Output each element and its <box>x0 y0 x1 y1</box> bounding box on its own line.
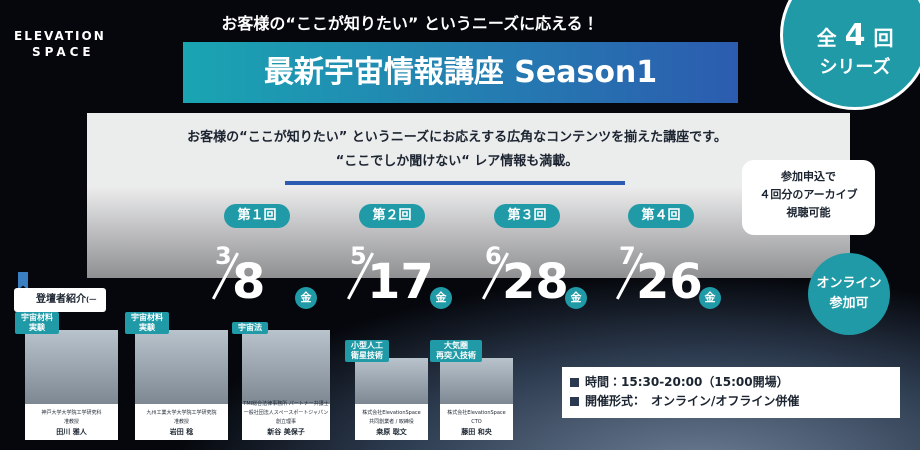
session-month: 7 <box>619 242 636 270</box>
session-weekday: 金 <box>430 287 452 309</box>
logo-line: ELEVATION <box>14 29 106 43</box>
speaker-name: 岩田 稔 <box>169 428 194 436</box>
info-bullet <box>570 378 579 387</box>
speaker-affiliation: CTO <box>471 419 482 425</box>
session-label: 第３回 <box>494 204 560 228</box>
speaker-caption: 株式会社ElevationSpace CTO 藤田 和央 <box>440 409 513 438</box>
speaker-photo <box>355 358 428 404</box>
speaker-card: TMI総合法律事務所 パートナー弁護士一般社団法人スペースポートジャパン 創立理… <box>242 330 330 440</box>
session-month: 5 <box>350 242 367 270</box>
speaker-affiliation: TMI総合法律事務所 パートナー弁護士 <box>243 401 329 407</box>
tagline: お客様の“ここが知りたい” というニーズに応える！ <box>221 14 599 33</box>
speaker-affiliation: 株式会社ElevationSpace <box>362 410 421 416</box>
archive-line: 参加申込で <box>781 170 836 183</box>
speaker-tag: 小型人工 衛星技術 <box>345 340 389 362</box>
speaker-tag-line: 宇宙材料 <box>21 313 53 322</box>
speaker-tag-line: 再突入技術 <box>436 351 476 360</box>
logo-line: SPACE <box>32 45 95 59</box>
speaker-caption: 株式会社ElevationSpace 共同創業者 / 取締役 桒原 聡文 <box>355 409 428 438</box>
badge-label: シリーズ <box>819 57 891 78</box>
session-weekday: 金 <box>295 287 317 309</box>
bookmark-icon <box>18 272 28 290</box>
speaker-affiliation: 神戸大学大学院工学研究科 <box>41 410 102 416</box>
speaker-tag: 宇宙材料 実験 <box>15 312 59 334</box>
speaker-affiliation: 准教授 <box>173 419 189 425</box>
badge-count: 4 <box>844 18 866 53</box>
info-row: 時間：15:30-20:00（15:00開場） <box>570 373 900 392</box>
speaker-affiliation: 共同創業者 / 取締役 <box>369 419 414 425</box>
session-day: 26 <box>636 254 703 310</box>
session-label: 第４回 <box>628 204 694 228</box>
session-day: 28 <box>502 254 569 310</box>
session-weekday: 金 <box>565 287 587 309</box>
badge-prefix: 全 <box>816 26 837 50</box>
speaker-tag-line: 宇宙材料 <box>131 313 163 322</box>
speaker-card: 神戸大学大学院工学研究科 准教授田川 雅人 <box>25 330 118 440</box>
speaker-photo <box>135 330 228 404</box>
speakers-title: 登壇者紹介 <box>36 294 86 305</box>
speaker-name: 藤田 和央 <box>461 428 492 436</box>
badge-suffix: 回 <box>873 26 894 50</box>
speaker-photo <box>25 330 118 404</box>
speaker-card: 九州工業大学大学院工学研究院 准教授岩田 稔 <box>135 330 228 440</box>
session-label: 第１回 <box>224 204 290 228</box>
archive-line: ４回分のアーカイブ <box>759 188 858 201</box>
session-label: 第２回 <box>359 204 425 228</box>
speaker-tag-line: 実験 <box>29 323 45 332</box>
speaker-photo <box>440 358 513 404</box>
speaker-name: 新谷 美保子 <box>267 428 305 436</box>
session-weekday: 金 <box>699 287 721 309</box>
intro-line: “ここでしか聞けない“ レア情報も満載。 <box>335 154 579 169</box>
speakers-heading: 登壇者紹介(一部) <box>14 288 106 328</box>
archive-line: 視聴可能 <box>786 206 831 219</box>
online-line: 参加可 <box>829 296 869 311</box>
logo: ELEVATION SPACE <box>14 28 106 60</box>
session-day: 8 <box>232 254 266 310</box>
divider <box>285 181 625 185</box>
speaker-card: 株式会社ElevationSpace 共同創業者 / 取締役 桒原 聡文 <box>355 358 428 440</box>
speaker-affiliation: 一般社団法人スペースポートジャパン 創立理事 <box>243 410 329 425</box>
speaker-caption: TMI総合法律事務所 パートナー弁護士一般社団法人スペースポートジャパン 創立理… <box>242 400 330 438</box>
speaker-tag-line: 実験 <box>139 323 155 332</box>
info-bullet <box>570 397 579 406</box>
speaker-photo <box>242 330 330 404</box>
speaker-tag-line: 大気圏 <box>444 341 468 350</box>
speaker-tag-line: 小型人工 <box>351 341 383 350</box>
session-day: 17 <box>367 254 434 310</box>
session-month: 3 <box>215 242 232 270</box>
intro: お客様の“ここが知りたい” というニーズにお応えする広角なコンテンツを揃えた講座… <box>87 126 827 174</box>
speaker-affiliation: 九州工業大学大学院工学研究院 <box>146 410 217 416</box>
speaker-name: 田川 雅人 <box>56 428 87 436</box>
speaker-caption: 九州工業大学大学院工学研究院 准教授岩田 稔 <box>135 409 228 438</box>
info-text: 時間：15:30-20:00（15:00開場） <box>585 375 789 389</box>
speaker-name: 桒原 聡文 <box>376 428 407 436</box>
speaker-tag: 大気圏 再突入技術 <box>430 340 482 362</box>
info-row: 開催形式： オンライン/オフライン併催 <box>570 392 900 411</box>
online-note: オンライン 参加可 <box>808 253 890 335</box>
speaker-tag: 宇宙法 <box>232 322 268 334</box>
speaker-affiliation: 株式会社ElevationSpace <box>447 410 506 416</box>
speaker-affiliation: 准教授 <box>63 419 79 425</box>
speaker-tag: 宇宙材料 実験 <box>125 312 169 334</box>
info-text: 開催形式： オンライン/オフライン併催 <box>585 394 800 408</box>
intro-panel <box>87 113 850 278</box>
title: 最新宇宙情報講座 Season1 <box>183 42 738 103</box>
intro-line: お客様の“ここが知りたい” というニーズにお応えする広角なコンテンツを揃えた講座… <box>187 130 727 145</box>
speaker-tag-line: 衛星技術 <box>351 351 383 360</box>
session-month: 6 <box>485 242 502 270</box>
archive-note: 参加申込で ４回分のアーカイブ 視聴可能 <box>742 160 875 235</box>
speaker-tag-line: 宇宙法 <box>238 323 262 332</box>
speaker-caption: 神戸大学大学院工学研究科 准教授田川 雅人 <box>25 409 118 438</box>
info-box: 時間：15:30-20:00（15:00開場） 開催形式： オンライン/オフライン… <box>562 367 900 418</box>
speaker-card: 株式会社ElevationSpace CTO 藤田 和央 <box>440 358 513 440</box>
online-line: オンライン <box>816 276 882 291</box>
